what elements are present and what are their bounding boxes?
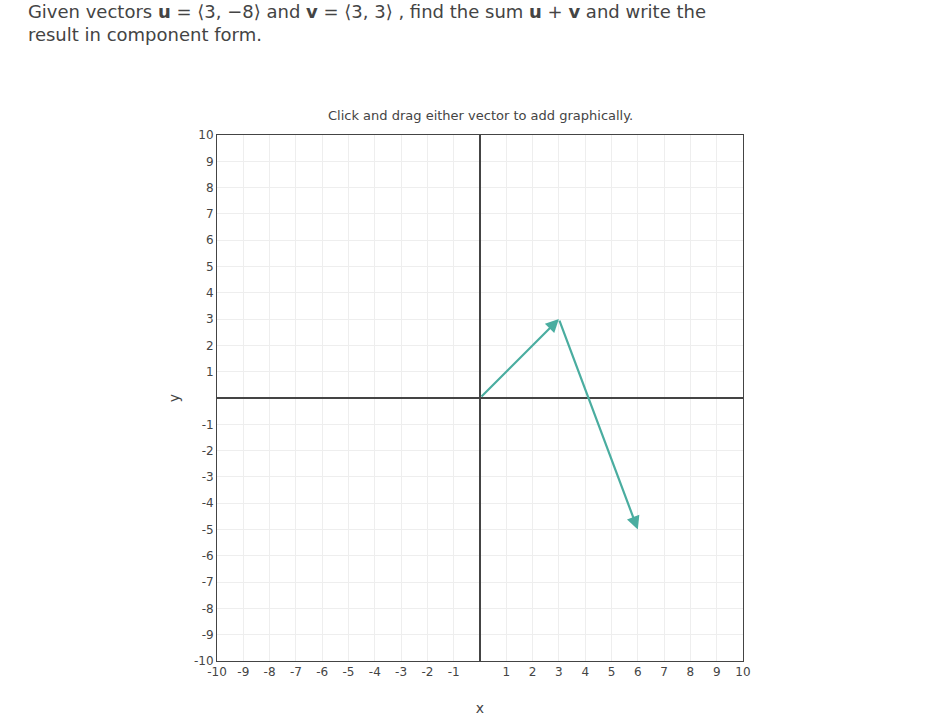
svg-text:-10: -10 [207,665,227,679]
svg-text:2: 2 [206,339,214,353]
svg-text:y: y [166,394,182,402]
svg-text:7: 7 [206,207,214,221]
svg-text:-7: -7 [202,575,214,589]
svg-text:7: 7 [660,665,668,679]
svg-text:10: 10 [198,128,213,142]
svg-text:-3: -3 [395,665,407,679]
svg-text:-10: -10 [194,654,214,668]
svg-text:9: 9 [206,155,214,169]
svg-text:-4: -4 [369,665,381,679]
svg-text:-1: -1 [448,665,460,679]
svg-text:Click and drag either vector t: Click and drag either vector to add grap… [328,108,633,123]
svg-text:-6: -6 [202,549,214,563]
svg-text:Given vectors u = ⟨3, −8⟩ and: Given vectors u = ⟨3, −8⟩ and v = ⟨3, 3⟩… [28,1,706,45]
svg-text:-5: -5 [202,523,214,537]
svg-text:9: 9 [713,665,721,679]
svg-text:3: 3 [206,312,214,326]
svg-text:-2: -2 [202,444,214,458]
svg-text:-2: -2 [421,665,433,679]
svg-text:-8: -8 [264,665,276,679]
svg-text:-6: -6 [316,665,328,679]
svg-text:8: 8 [206,181,214,195]
svg-text:2: 2 [529,665,537,679]
svg-text:5: 5 [608,665,616,679]
svg-text:-8: -8 [202,602,214,616]
svg-text:4: 4 [581,665,589,679]
svg-text:6: 6 [634,665,642,679]
svg-text:-9: -9 [202,628,214,642]
svg-text:1: 1 [502,665,510,679]
svg-text:10: 10 [735,665,750,679]
svg-text:x: x [476,700,484,716]
svg-text:8: 8 [687,665,695,679]
svg-text:3: 3 [555,665,563,679]
svg-text:-5: -5 [343,665,355,679]
svg-text:4: 4 [206,286,214,300]
svg-text:-3: -3 [202,470,214,484]
svg-text:-4: -4 [202,496,214,510]
svg-text:5: 5 [206,260,214,274]
svg-text:6: 6 [206,233,214,247]
svg-text:-9: -9 [237,665,249,679]
svg-text:-1: -1 [202,418,214,432]
svg-text:1: 1 [206,365,214,379]
svg-text:-7: -7 [290,665,302,679]
